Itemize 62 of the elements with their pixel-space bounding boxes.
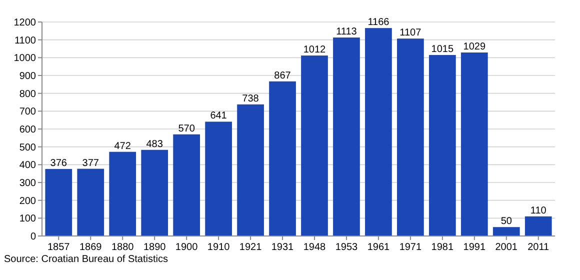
y-tick-label: 1000 xyxy=(14,53,36,64)
x-tick-label: 1961 xyxy=(367,242,390,253)
source-note: Source: Croatian Bureau of Statistics xyxy=(4,254,168,265)
data-label: 483 xyxy=(146,138,164,150)
x-tick-label: 1857 xyxy=(48,242,70,253)
data-label: 1012 xyxy=(303,44,326,56)
data-label: 110 xyxy=(530,205,547,216)
y-tick-label: 500 xyxy=(19,142,36,154)
bar xyxy=(492,227,520,236)
bar xyxy=(365,28,392,236)
data-label: 376 xyxy=(50,158,68,169)
y-tick-label: 900 xyxy=(19,71,36,82)
bar xyxy=(173,134,200,236)
y-tick-label: 300 xyxy=(19,178,36,189)
y-tick-label: 200 xyxy=(19,196,36,207)
data-label: 570 xyxy=(178,123,196,134)
y-tick-label: 1100 xyxy=(14,35,36,46)
y-tick-label: 400 xyxy=(19,160,36,172)
y-tick-label: 800 xyxy=(19,88,36,100)
data-label: 1166 xyxy=(368,17,390,28)
bar xyxy=(301,56,328,236)
x-tick-label: 2001 xyxy=(495,242,518,253)
bar xyxy=(333,38,360,236)
data-label: 50 xyxy=(500,216,512,228)
x-tick-label: 1948 xyxy=(303,242,326,253)
data-label: 1015 xyxy=(431,44,454,55)
data-label: 1029 xyxy=(463,41,486,52)
x-tick-label: 1910 xyxy=(207,242,230,253)
bar xyxy=(141,150,168,236)
bar xyxy=(428,54,456,236)
y-tick-label: 1200 xyxy=(14,18,36,28)
data-label: 867 xyxy=(274,70,292,82)
x-tick-label: 1991 xyxy=(463,242,486,253)
bar xyxy=(237,104,264,236)
bar xyxy=(397,38,424,236)
bar xyxy=(460,52,488,236)
data-label: 472 xyxy=(114,140,132,152)
data-label: 1107 xyxy=(400,28,422,39)
bar xyxy=(109,152,136,236)
bar xyxy=(269,81,296,236)
data-label: 377 xyxy=(82,158,100,169)
x-tick-label: 1880 xyxy=(111,242,134,253)
x-tick-label: 1890 xyxy=(143,242,166,253)
y-tick-label: 600 xyxy=(19,124,36,136)
x-tick-label: 1931 xyxy=(271,242,294,253)
data-label: 641 xyxy=(210,110,228,122)
x-tick-label: 1981 xyxy=(431,242,454,253)
data-label: 738 xyxy=(242,93,260,104)
x-tick-label: 1953 xyxy=(335,242,358,253)
bar xyxy=(77,168,104,236)
y-tick-label: 100 xyxy=(19,214,36,225)
x-tick-label: 1869 xyxy=(79,242,102,253)
y-tick-label: 0 xyxy=(30,232,36,242)
x-tick-label: 1971 xyxy=(399,242,422,253)
x-tick-label: 1900 xyxy=(175,242,198,253)
bar xyxy=(45,168,72,236)
x-tick-label: 2011 xyxy=(528,242,550,253)
bar xyxy=(205,122,232,236)
data-label: 1113 xyxy=(336,26,358,38)
y-tick-label: 700 xyxy=(19,106,36,118)
x-tick-label: 1921 xyxy=(239,242,262,253)
bar xyxy=(524,216,552,236)
